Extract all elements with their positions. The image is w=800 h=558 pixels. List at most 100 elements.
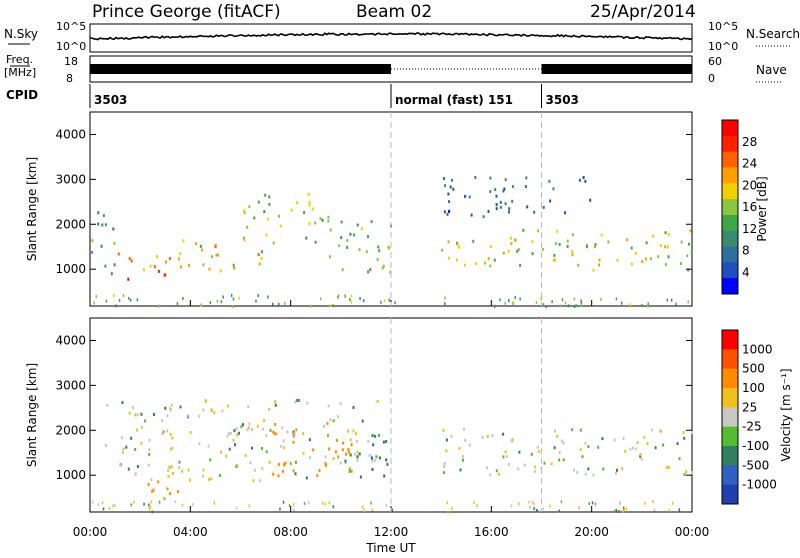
heat-cell [344, 294, 346, 298]
heat-cell [226, 404, 229, 408]
heat-cell [151, 510, 154, 514]
heat-cell [308, 438, 311, 442]
heat-cell [448, 200, 451, 204]
heat-cell [662, 443, 665, 447]
heat-cell [265, 434, 268, 438]
heat-cell [148, 448, 151, 452]
heat-cell [367, 235, 369, 239]
heat-cell [553, 253, 556, 257]
cpid-segment-label: 3503 [546, 93, 579, 107]
heat-cell [495, 207, 498, 211]
heat-cell [451, 178, 453, 182]
heat-cell [558, 451, 561, 455]
heat-cell [381, 266, 384, 270]
heat-cell [125, 445, 128, 449]
heat-cell [236, 464, 239, 467]
heat-cell [388, 298, 391, 302]
heat-cell [664, 245, 667, 249]
heat-cell [556, 434, 559, 438]
heat-cell [127, 467, 130, 471]
velocity-colorbar-tick: 500 [742, 362, 765, 376]
heat-cell [601, 437, 604, 441]
noise-left-tick-hi: 10^5 [56, 20, 86, 33]
heat-cell [615, 471, 617, 475]
heat-cell [573, 297, 576, 301]
power-colorbar-swatch [722, 246, 738, 263]
heat-cell [579, 447, 582, 451]
heat-cell [489, 264, 492, 268]
heat-cell [489, 190, 492, 194]
heat-cell [657, 255, 660, 259]
heat-cell [632, 446, 634, 450]
heat-cell [342, 441, 345, 445]
heat-cell [675, 302, 677, 306]
power-colorbar-tick: 16 [742, 200, 757, 214]
power-colorbar-frame [721, 119, 739, 295]
heat-cell [282, 439, 285, 443]
heat-cell [226, 434, 229, 438]
heat-cell [344, 459, 347, 463]
heat-cell [106, 403, 109, 407]
heat-cell [641, 260, 644, 264]
heat-cell [122, 447, 125, 451]
heat-cell [289, 462, 292, 466]
heat-cell [130, 503, 132, 507]
ytick-label: 1000 [55, 262, 86, 276]
heat-cell [238, 296, 240, 300]
heat-cell [261, 467, 264, 471]
heat-cell [445, 449, 448, 453]
heat-cell [334, 450, 337, 454]
heat-cell [508, 299, 510, 303]
heat-cell [169, 492, 172, 496]
velocity-colorbar-tick: -100 [742, 439, 769, 453]
heat-cell [91, 239, 94, 243]
heat-cell [512, 300, 515, 304]
heat-cell [503, 187, 506, 191]
heat-cell [220, 450, 222, 454]
ytick-label: 1000 [55, 468, 86, 482]
heat-cell [361, 419, 364, 423]
heat-cell [443, 462, 446, 465]
power-colorbar-tick: 20 [742, 178, 757, 192]
velocity-colorbar-frame [721, 329, 739, 505]
heat-cell [150, 500, 153, 504]
heat-cell [248, 422, 251, 426]
power-colorbar-tick: 24 [742, 157, 757, 171]
heat-cell [337, 455, 340, 459]
velocity-colorbar-label: Velocity [m s⁻¹] [779, 368, 793, 461]
heat-cell [499, 200, 502, 204]
heat-cell [198, 414, 201, 418]
nsearch-label: N.Search [746, 27, 800, 41]
heat-cell [205, 399, 207, 403]
heat-cell [279, 507, 281, 511]
heat-cell [257, 294, 259, 298]
heat-cell [133, 500, 135, 504]
heat-cell [509, 236, 512, 240]
heat-cell [533, 502, 535, 506]
heat-cell [683, 473, 686, 477]
heat-cell [302, 451, 305, 455]
heat-cell [456, 243, 459, 247]
heat-cell [102, 214, 105, 218]
heat-cell [147, 483, 150, 486]
heat-cell [443, 210, 446, 214]
power-yaxis: 4000 3000 2000 1000 [55, 127, 692, 276]
heat-cell [651, 428, 654, 432]
heat-cell [504, 450, 507, 454]
heat-cell [255, 299, 257, 303]
heat-cell [468, 195, 471, 199]
heat-cell [448, 209, 451, 213]
ytick-label: 4000 [55, 333, 86, 347]
heat-cell [687, 300, 689, 304]
heat-cell [261, 447, 263, 450]
heat-cell [251, 446, 253, 450]
heat-cell [462, 458, 464, 462]
heat-cell [161, 432, 164, 436]
heat-cell [481, 436, 484, 439]
heat-cell [232, 297, 235, 301]
heat-cell [307, 193, 310, 197]
heat-cell [234, 443, 236, 447]
heat-cell [283, 462, 286, 466]
heat-cell [542, 303, 545, 307]
heat-cell [594, 245, 596, 249]
